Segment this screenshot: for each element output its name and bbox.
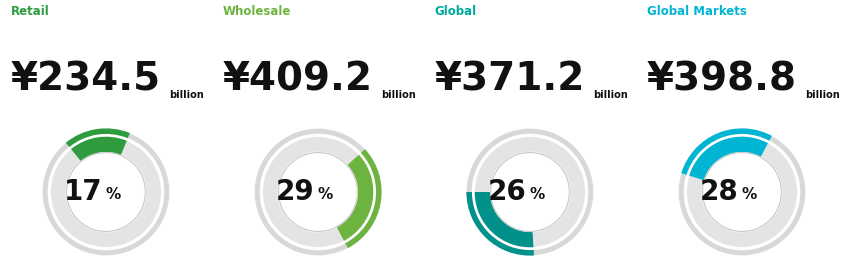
Wedge shape bbox=[71, 137, 126, 161]
Text: ¥371.2: ¥371.2 bbox=[434, 60, 585, 98]
Wedge shape bbox=[475, 137, 585, 247]
Text: 26: 26 bbox=[488, 178, 527, 206]
Wedge shape bbox=[337, 155, 373, 241]
Text: %: % bbox=[106, 187, 121, 202]
Text: billion: billion bbox=[170, 90, 204, 100]
Text: billion: billion bbox=[382, 90, 416, 100]
Circle shape bbox=[279, 153, 357, 231]
Wedge shape bbox=[687, 137, 797, 247]
Wedge shape bbox=[42, 129, 170, 255]
Text: ¥409.2: ¥409.2 bbox=[222, 60, 372, 98]
Text: Global Markets: Global Markets bbox=[646, 5, 746, 18]
Wedge shape bbox=[466, 129, 594, 255]
Wedge shape bbox=[263, 137, 373, 247]
Wedge shape bbox=[689, 137, 768, 180]
Wedge shape bbox=[345, 149, 382, 248]
Text: billion: billion bbox=[594, 90, 628, 100]
Wedge shape bbox=[466, 192, 534, 255]
Text: Retail: Retail bbox=[10, 5, 49, 18]
Wedge shape bbox=[66, 129, 130, 147]
Text: ¥398.8: ¥398.8 bbox=[646, 60, 796, 98]
Text: %: % bbox=[318, 187, 333, 202]
Text: Wholesale: Wholesale bbox=[222, 5, 291, 18]
Wedge shape bbox=[681, 129, 772, 175]
Text: 29: 29 bbox=[276, 178, 315, 206]
Text: 17: 17 bbox=[64, 178, 103, 206]
Text: %: % bbox=[530, 187, 545, 202]
Circle shape bbox=[67, 153, 145, 231]
Wedge shape bbox=[678, 129, 806, 255]
Circle shape bbox=[703, 153, 781, 231]
Text: Global: Global bbox=[434, 5, 477, 18]
Text: %: % bbox=[742, 187, 757, 202]
Text: ¥234.5: ¥234.5 bbox=[10, 60, 161, 98]
Wedge shape bbox=[254, 129, 382, 255]
Wedge shape bbox=[51, 137, 161, 247]
Circle shape bbox=[491, 153, 569, 231]
Text: billion: billion bbox=[806, 90, 840, 100]
Wedge shape bbox=[475, 192, 533, 247]
Text: 28: 28 bbox=[700, 178, 739, 206]
